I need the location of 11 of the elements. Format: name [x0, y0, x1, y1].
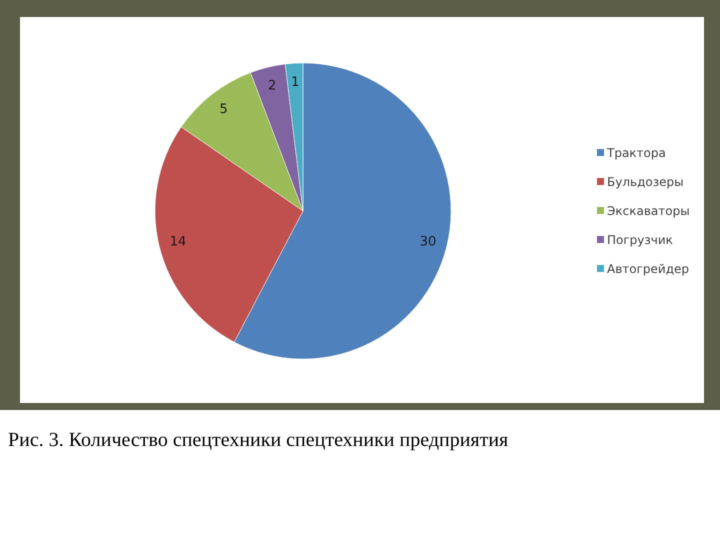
- data-label: 30: [420, 234, 436, 250]
- data-label: 1: [291, 74, 300, 90]
- data-label: 5: [219, 102, 228, 118]
- data-label: 14: [170, 234, 186, 250]
- data-label: 2: [268, 78, 276, 94]
- text: Рис. 3. Количество спецтехники спецтехники предприятия: [8, 429, 508, 451]
- legend-label: Трактора: [606, 146, 666, 160]
- legend-label: Экскаваторы: [607, 204, 690, 218]
- legend-label: Погрузчик: [607, 233, 673, 247]
- legend-label: Автогрейдер: [607, 262, 690, 276]
- legend-label: Бульдозеры: [607, 175, 684, 189]
